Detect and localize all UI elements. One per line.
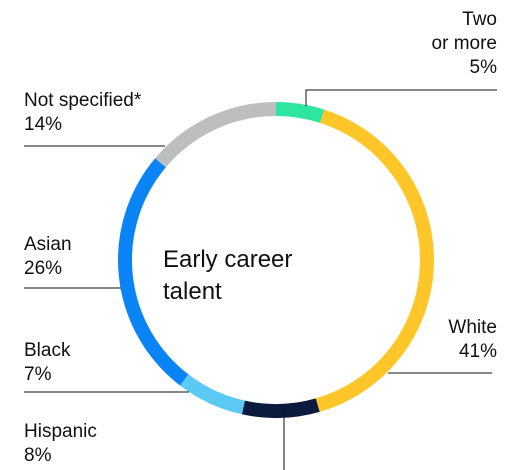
label-asian: Asian 26% [24,233,72,281]
label-black-value: 7% [24,364,52,385]
chart-title-line-2: talent [163,278,222,305]
slice-not-specified [155,102,277,168]
label-black: Black 7% [24,339,70,387]
label-hispanic-value: 8% [24,445,52,466]
label-asian-value: 26% [24,258,63,279]
leader-two-or-more [305,89,497,106]
slice-hispanic [241,398,320,418]
label-two-or-more-line-1: Two [462,9,497,30]
label-two-or-more-line-2: or more [431,33,497,54]
label-two-or-more-value: 5% [469,57,497,78]
slice-two-or-more [275,102,325,123]
slice-black [179,374,246,415]
label-white-name: White [448,317,497,338]
label-hispanic: Hispanic 8% [24,420,97,468]
label-white: White 41% [448,316,497,364]
label-asian-name: Asian [24,234,72,255]
slice-asian [118,158,189,386]
label-white-value: 41% [458,341,497,362]
label-not-specified-name: Not specified* [24,90,142,111]
chart-title: Early career talent [163,244,292,308]
chart-title-line-1: Early career [163,246,293,273]
label-black-name: Black [24,340,71,361]
slice-white [315,109,434,412]
label-not-specified: Not specified* 14% [24,89,141,137]
label-two-or-more: Two or more 5% [432,8,497,80]
label-hispanic-name: Hispanic [24,421,97,442]
label-not-specified-value: 14% [24,114,63,135]
